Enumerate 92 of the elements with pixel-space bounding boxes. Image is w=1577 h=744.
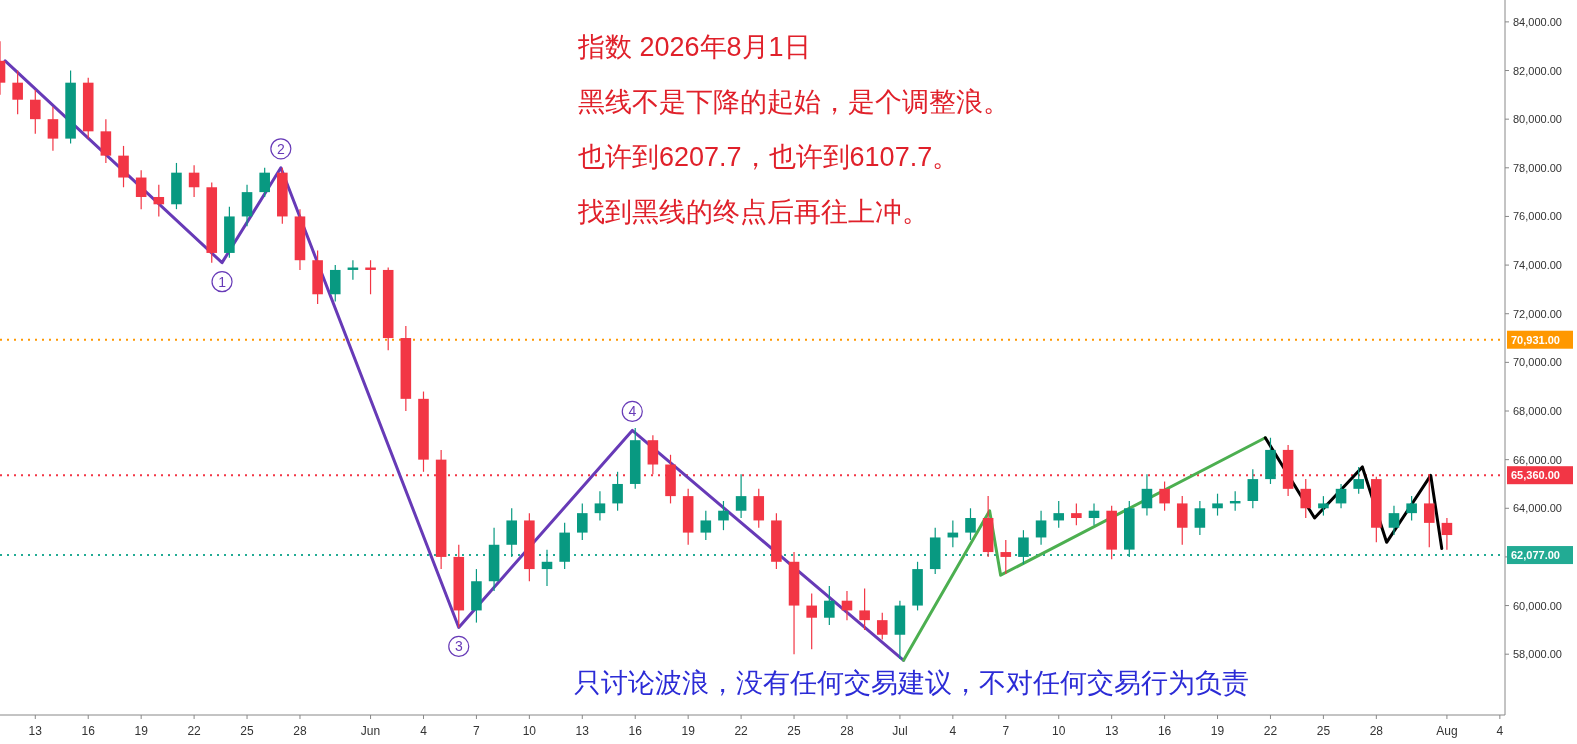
candlestick bbox=[735, 473, 747, 519]
x-tick-label: 25 bbox=[240, 724, 255, 738]
annotation: 3 bbox=[454, 638, 463, 655]
y-tick-label: 78,000.00 bbox=[1513, 161, 1562, 174]
ref-line-label: 62,077.00 bbox=[1511, 549, 1560, 562]
x-tick-label: 19 bbox=[134, 724, 149, 738]
x-tick-label: 10 bbox=[522, 724, 537, 738]
y-tick-label: 82,000.00 bbox=[1513, 64, 1562, 77]
annotation: 只讨论波浪，没有任何交易建议，不对任何交易行为负责 bbox=[574, 668, 1249, 698]
x-tick-label: 16 bbox=[1157, 724, 1172, 738]
candlestick bbox=[1406, 495, 1417, 522]
candlestick bbox=[1088, 502, 1100, 526]
candlestick bbox=[1441, 517, 1453, 551]
x-tick-label: 13 bbox=[1104, 724, 1119, 738]
y-tick-label: 66,000.00 bbox=[1513, 453, 1562, 466]
x-tick-label: 16 bbox=[81, 724, 96, 738]
candlestick bbox=[1159, 480, 1170, 512]
x-tick-label: 19 bbox=[1210, 724, 1225, 738]
x-tick-label: 22 bbox=[187, 724, 202, 738]
candlestick bbox=[1335, 483, 1347, 509]
annotation: 2 bbox=[276, 140, 285, 157]
candlestick bbox=[47, 106, 59, 152]
annotation: 也许到6207.7，也许到6107.7。 bbox=[578, 142, 960, 172]
x-tick-label: 19 bbox=[681, 724, 696, 738]
candlestick bbox=[188, 164, 200, 198]
candlestick bbox=[118, 145, 129, 188]
x-tick-label: 25 bbox=[1316, 724, 1331, 738]
y-tick-label: 84,000.00 bbox=[1513, 15, 1562, 28]
candlestick bbox=[1388, 505, 1400, 536]
candlestick bbox=[1318, 495, 1329, 517]
candlestick bbox=[1000, 539, 1012, 575]
candlestick bbox=[806, 592, 817, 650]
annotation: 找到黑线的终点后再往上冲。 bbox=[577, 197, 929, 227]
candlestick bbox=[30, 89, 41, 135]
candlestick bbox=[594, 490, 606, 522]
candlestick bbox=[1212, 493, 1223, 517]
x-tick-label: 22 bbox=[1263, 724, 1278, 738]
candlestick bbox=[1247, 468, 1259, 509]
x-tick-label: 25 bbox=[787, 724, 802, 738]
x-tick-label: 16 bbox=[628, 724, 643, 738]
x-tick-label: Aug bbox=[1436, 724, 1458, 738]
y-tick-label: 76,000.00 bbox=[1513, 210, 1562, 223]
x-tick-label: 10 bbox=[1052, 724, 1066, 738]
ref-line-label: 65,360.00 bbox=[1511, 469, 1560, 482]
x-tick-label: 13 bbox=[28, 724, 43, 738]
candlestick bbox=[259, 167, 270, 198]
x-tick-label: 7 bbox=[473, 724, 481, 738]
candlestick bbox=[1300, 478, 1312, 519]
candlestick bbox=[700, 510, 712, 541]
candlestick bbox=[965, 507, 976, 541]
candlestick bbox=[1353, 466, 1364, 495]
y-tick-label: 58,000.00 bbox=[1513, 648, 1562, 661]
x-tick-label: 28 bbox=[840, 724, 854, 738]
y-tick-label: 72,000.00 bbox=[1513, 307, 1562, 320]
annotation: 4 bbox=[628, 403, 637, 420]
candlestick bbox=[1194, 500, 1206, 536]
x-tick-label: 4 bbox=[949, 724, 957, 738]
candlestick bbox=[135, 169, 147, 210]
line-series bbox=[902, 436, 1267, 662]
text: 指数 2026年8月1日 bbox=[577, 32, 811, 62]
x-tick-label: 4 bbox=[1496, 724, 1504, 738]
y-tick-label: 74,000.00 bbox=[1513, 259, 1562, 272]
y-tick-label: 70,000.00 bbox=[1513, 356, 1562, 369]
candlestick bbox=[1053, 500, 1065, 529]
y-tick-label: 68,000.00 bbox=[1513, 405, 1562, 417]
x-tick-label: Jul bbox=[892, 724, 908, 738]
annotation: 1 bbox=[218, 273, 227, 290]
x-tick-label: 13 bbox=[575, 724, 590, 738]
y-tick-label: 60,000.00 bbox=[1513, 599, 1562, 612]
candlestick bbox=[824, 585, 835, 626]
x-tick-label: 4 bbox=[420, 724, 428, 738]
x-tick-label: Jun bbox=[360, 724, 381, 738]
candlestick bbox=[859, 587, 870, 631]
annotation: 黑线不是下降的起始，是个调整浪。 bbox=[578, 87, 1010, 117]
candlestick bbox=[577, 502, 588, 541]
candlestick bbox=[718, 500, 729, 531]
x-tick-label: 28 bbox=[1369, 724, 1384, 738]
candlestick bbox=[1018, 529, 1029, 565]
candlestick bbox=[1035, 510, 1047, 546]
x-tick-label: 28 bbox=[293, 724, 307, 738]
y-tick-label: 80,000.00 bbox=[1513, 113, 1562, 126]
candlestick bbox=[541, 549, 553, 587]
ref-line-label: 70,931.00 bbox=[1511, 333, 1560, 346]
y-tick-label: 64,000.00 bbox=[1513, 502, 1562, 515]
candlestick bbox=[1071, 502, 1082, 526]
candlestick bbox=[1141, 473, 1153, 517]
candlestick bbox=[612, 471, 623, 512]
x-tick-label: 22 bbox=[734, 724, 749, 738]
candlestick bbox=[153, 184, 165, 218]
candlestick bbox=[12, 69, 23, 115]
x-tick-label: 7 bbox=[1002, 724, 1010, 738]
candlestick bbox=[876, 612, 888, 641]
